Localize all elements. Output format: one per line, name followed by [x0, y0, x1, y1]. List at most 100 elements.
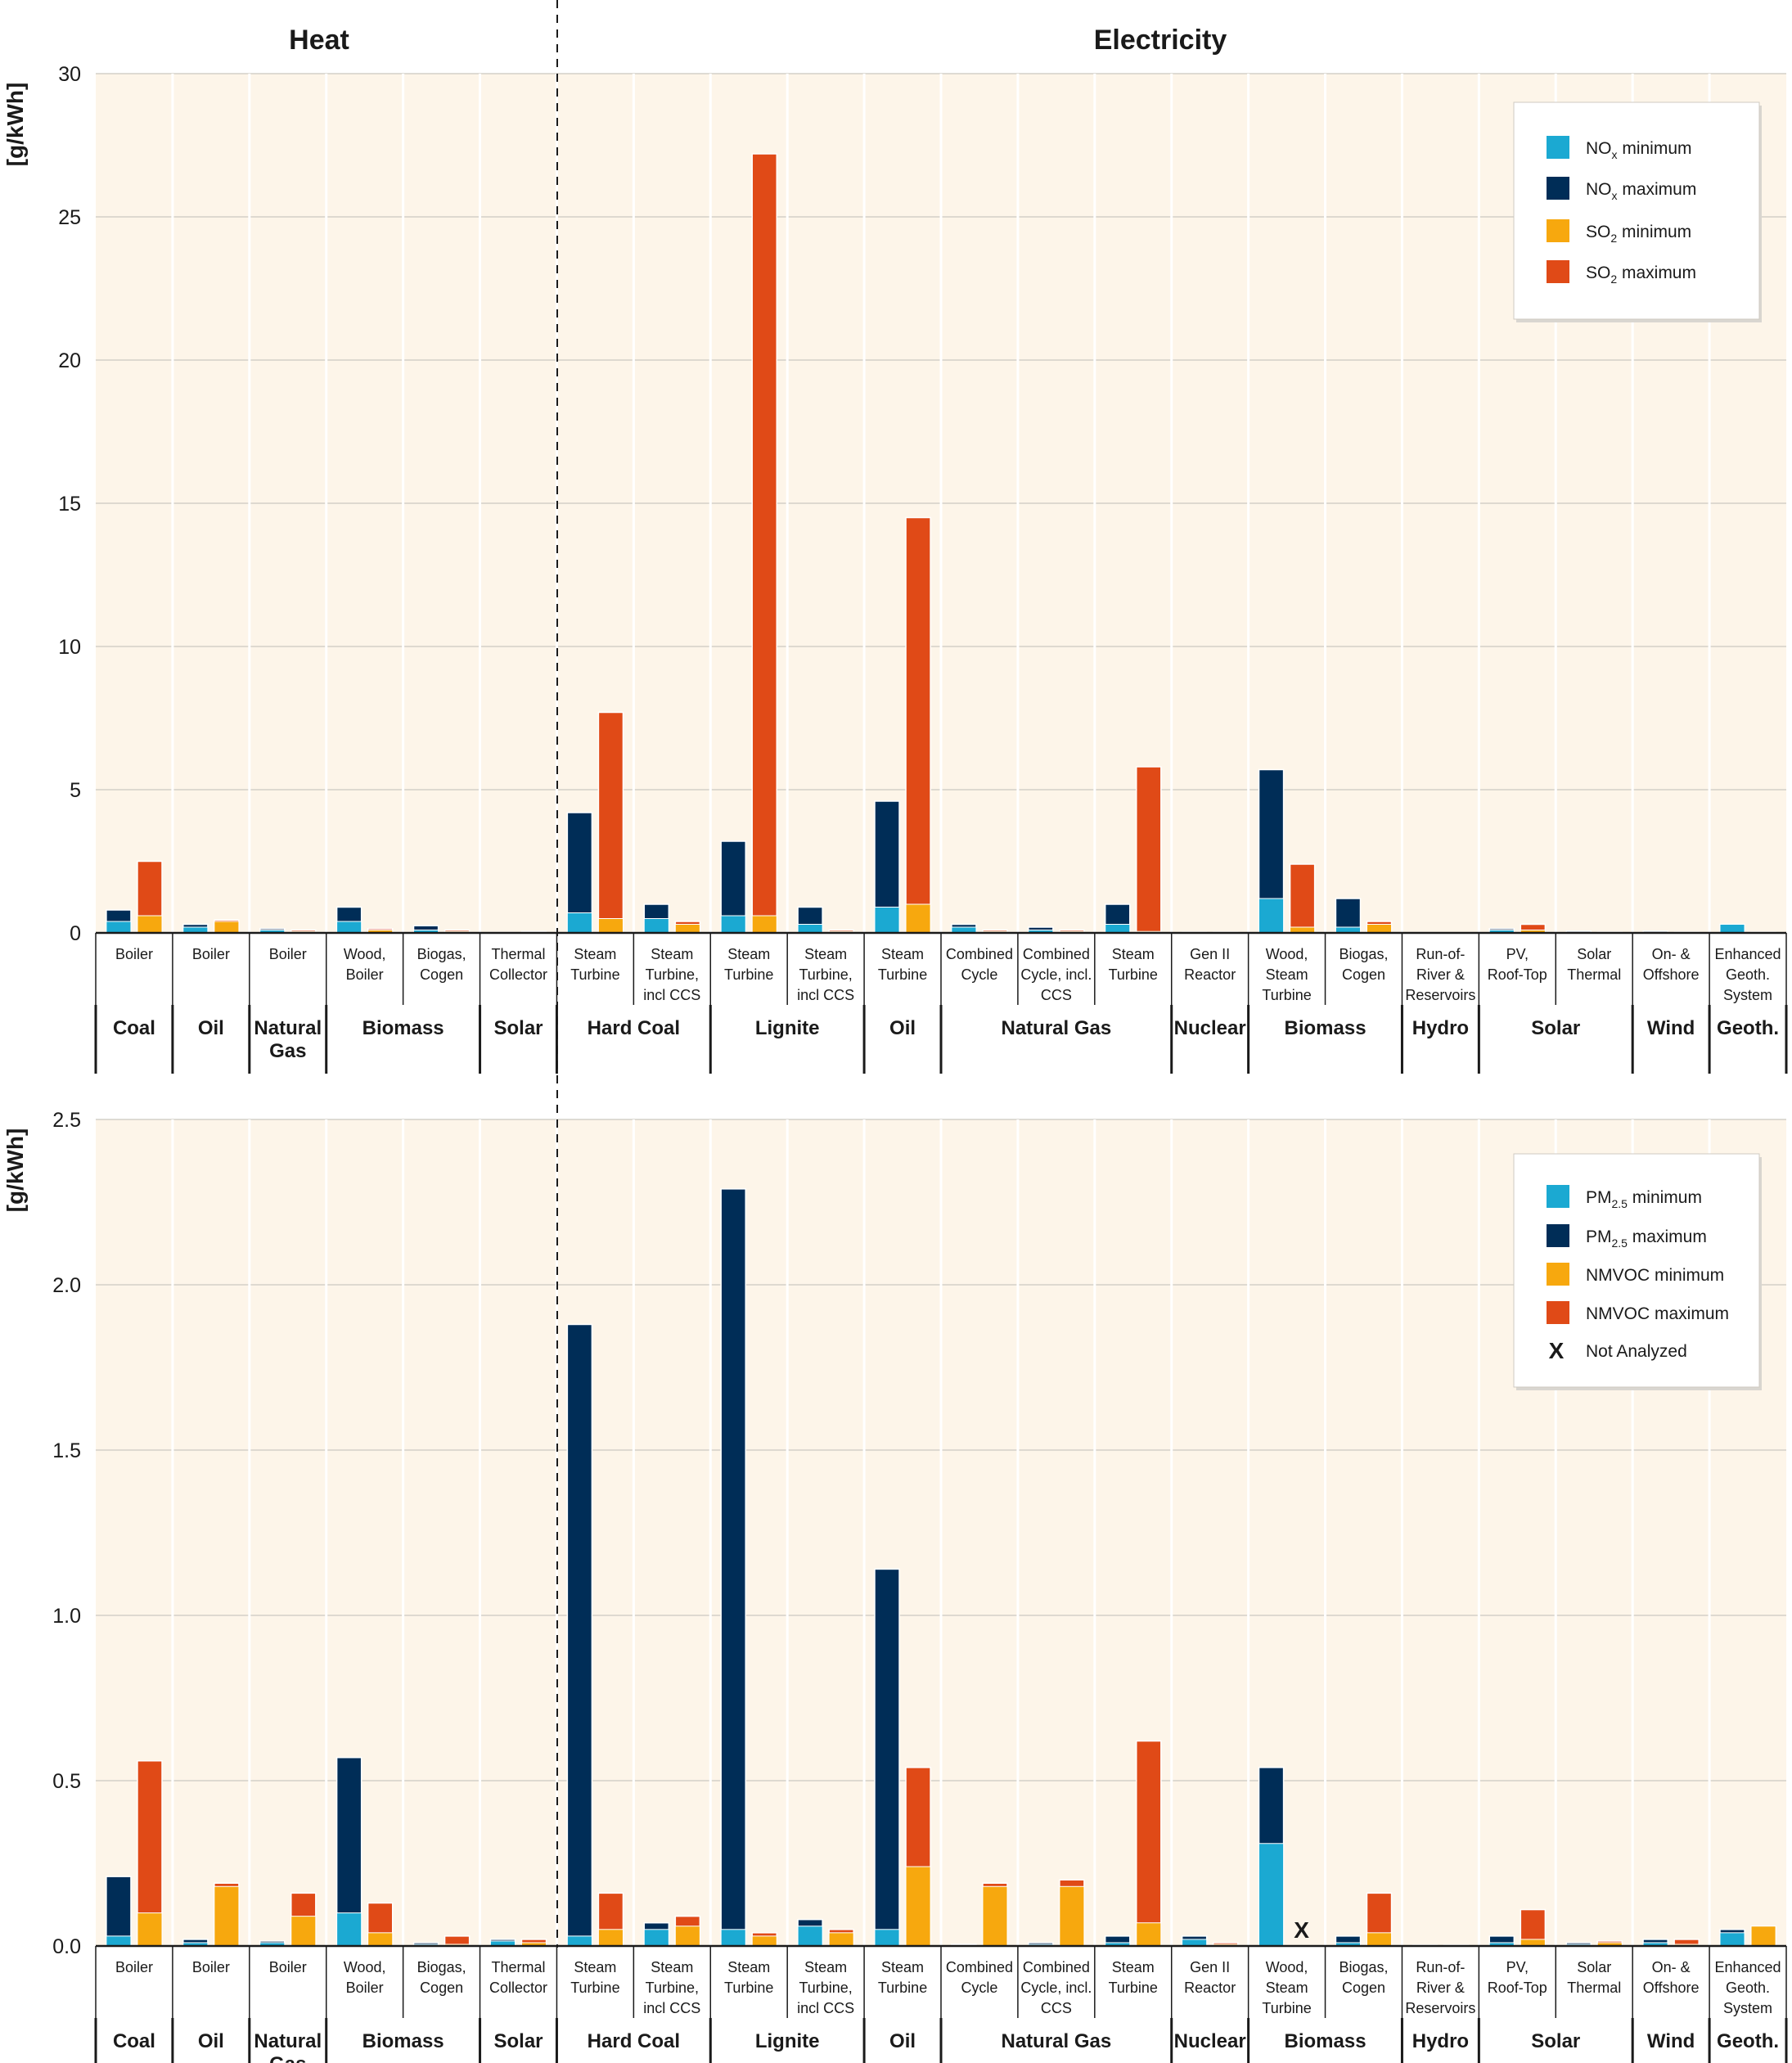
subcategory-label: On- &: [1652, 1959, 1691, 1975]
subcategory-label: Wood,: [344, 946, 386, 962]
y-tick-label: 1.0: [52, 1605, 81, 1628]
subcategory-label: Turbine,: [646, 966, 699, 983]
subcategory-label: Steam: [881, 946, 924, 962]
subcategory-label: Turbine,: [799, 1980, 852, 1996]
bar-min-b: [597, 1929, 624, 1947]
subcategory-label: PV,: [1506, 1959, 1529, 1975]
subcategory-label: Steam: [651, 946, 693, 962]
legend-box: [1513, 101, 1760, 320]
bar-min-b: [137, 915, 163, 934]
bar-min-a: [106, 921, 132, 934]
bar-max-b: [1136, 1740, 1162, 1947]
legend-not-analyzed-symbol: X: [1549, 1338, 1565, 1363]
bar-min-a: [1105, 924, 1131, 934]
group-label: Biomass: [1285, 1017, 1367, 1039]
subcategory-label: Turbine: [724, 966, 773, 983]
bar-min-b: [1059, 1885, 1085, 1947]
bar-min-b: [214, 921, 240, 934]
subcategory-label: Steam: [1112, 946, 1155, 962]
subcategory-label: Collector: [489, 1980, 547, 1996]
subcategory-label: Enhanced: [1715, 946, 1781, 962]
y-tick-label: 5: [70, 779, 81, 802]
bar-min-b: [751, 915, 777, 934]
subcategory-label: Turbine,: [646, 1980, 699, 1996]
subcategory-label: Steam: [881, 1959, 924, 1975]
subcategory-label: Turbine: [1262, 2000, 1311, 2016]
subcategory-label: Turbine,: [799, 966, 852, 983]
bar-min-a: [874, 1929, 900, 1947]
group-label: Hydro: [1412, 2030, 1469, 2052]
subcategory-label: Cogen: [1342, 1980, 1385, 1996]
subcategory-label: Turbine: [724, 1980, 773, 1996]
y-tick-label: 10: [58, 636, 81, 659]
group-label: Biomass: [362, 2030, 444, 2052]
bar-min-b: [1367, 924, 1393, 934]
subcategory-label: CCS: [1041, 987, 1072, 1003]
y-tick-label: 1.5: [52, 1439, 81, 1462]
subcategory-label: Turbine: [1262, 987, 1311, 1003]
bar-min-b: [1367, 1932, 1393, 1947]
group-label: Solar: [1531, 2030, 1580, 2052]
subcategory-label: Turbine: [1109, 966, 1158, 983]
y-axis-label: [g/kWh]: [2, 83, 28, 167]
group-label: Solar: [493, 1017, 543, 1039]
subcategory-label: Cycle, incl.: [1020, 966, 1092, 983]
subcategory-label: Reservoirs: [1405, 987, 1475, 1003]
subcategory-label: Run-of-: [1416, 1959, 1465, 1975]
legend-label: NMVOC minimum: [1586, 1266, 1724, 1285]
subcategory-label: Geoth.: [1726, 1980, 1770, 1996]
subcategory-label: Offshore: [1643, 966, 1700, 983]
legend-swatch: [1547, 1224, 1569, 1247]
group-label: Natural: [254, 1017, 322, 1039]
group-label: Solar: [493, 2030, 543, 2052]
subcategory-label: Wood,: [1266, 946, 1308, 962]
group-label: Lignite: [755, 2030, 820, 2052]
bar-min-b: [674, 1926, 700, 1947]
group-label: Oil: [198, 1017, 224, 1039]
y-tick-label: 2.0: [52, 1274, 81, 1297]
group-label: Nuclear: [1174, 2030, 1246, 2052]
bar-min-a: [643, 918, 669, 934]
subcategory-label: CCS: [1041, 2000, 1072, 2016]
legend-label: NOx minimum: [1586, 139, 1692, 161]
bar-min-b: [1750, 1926, 1776, 1947]
bar-max-b: [1289, 863, 1316, 934]
bar-min-b: [597, 918, 624, 934]
subcategory-label: Biogas,: [1339, 1959, 1388, 1975]
subcategory-label: Biogas,: [417, 1959, 466, 1975]
subcategory-label: incl CCS: [797, 987, 854, 1003]
bar-min-a: [336, 921, 362, 934]
bar-min-a: [106, 1935, 132, 1947]
legend-label: NMVOC maximum: [1586, 1304, 1729, 1323]
subcategory-label: Reactor: [1184, 966, 1236, 983]
legend-label: PM2.5 maximum: [1586, 1227, 1707, 1250]
subcategory-label: River &: [1416, 966, 1465, 983]
subcategory-label: incl CCS: [643, 2000, 700, 2016]
subcategory-label: Turbine: [1109, 1980, 1158, 1996]
bar-max-b: [1136, 766, 1162, 934]
subcategory-label: Biogas,: [417, 946, 466, 962]
subcategory-label: Boiler: [192, 1959, 230, 1975]
subcategory-label: Boiler: [115, 1959, 153, 1975]
group-label: Nuclear: [1174, 1017, 1246, 1039]
subcategory-label: Boiler: [346, 1980, 384, 1996]
bar-min-b: [214, 1885, 240, 1947]
subcategory-label: Steam: [727, 1959, 770, 1975]
bar-min-a: [566, 1935, 592, 1947]
legend-label: PM2.5 minimum: [1586, 1188, 1702, 1210]
bar-min-b: [1136, 1922, 1162, 1947]
subcategory-label: Cycle: [961, 966, 997, 983]
subcategory-label: Geoth.: [1726, 966, 1770, 983]
y-tick-label: 15: [58, 493, 81, 516]
subcategory-label: Combined: [1023, 1959, 1090, 1975]
subcategory-label: Turbine: [570, 1980, 619, 1996]
subcategory-label: Wood,: [1266, 1959, 1308, 1975]
subcategory-label: Cycle: [961, 1980, 997, 1996]
group-label: Oil: [889, 2030, 916, 2052]
subcategory-label: PV,: [1506, 946, 1529, 962]
legend: NOx minimum NOx maximum SO2 minimum SO2 max…: [1513, 101, 1762, 322]
group-label: Natural Gas: [1002, 1017, 1112, 1039]
subcategory-label: Cogen: [420, 966, 463, 983]
group-label: Natural: [254, 2030, 322, 2052]
subcategory-label: Steam: [804, 946, 847, 962]
